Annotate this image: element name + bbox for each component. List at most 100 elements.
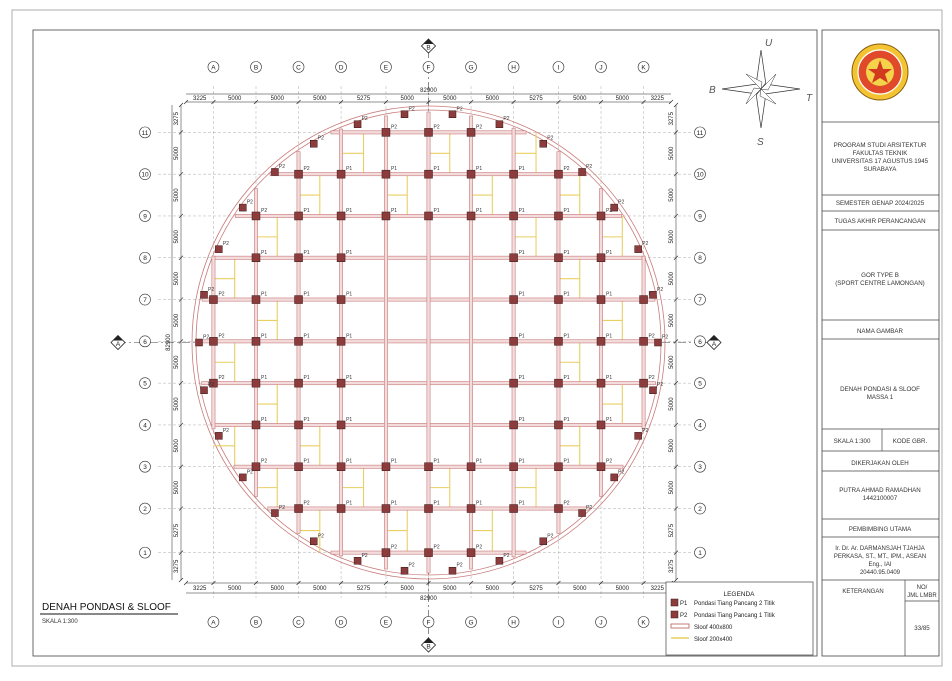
pile-cap-I5 [554,378,563,388]
bottom-dim-1: 5000 [228,586,242,592]
pile-label-rim-96: P2 [409,563,415,569]
pile-label-B9: P2 [261,208,267,214]
bottom-dim-7: 5000 [486,586,500,592]
bubble-top-H [507,61,520,73]
pile-cap-G3 [466,462,476,471]
pile-cap-E11 [381,128,391,137]
legend-sloof-secondary-label: Sloof 200x400 [694,637,733,643]
right-dim-9: 5000 [669,480,675,494]
pile-cap-H5 [509,378,518,388]
bubble-right-6-label: 6 [698,339,702,346]
tb-code-label: KODE GBR. [893,438,928,445]
right-dim-10: 5275 [669,523,675,537]
bubble-right-9 [694,210,706,222]
bubble-right-1 [694,546,706,559]
top-dim-2: 5000 [271,96,285,102]
bubble-left-7 [139,293,151,306]
tb-drawing-name-line2: MASSA 1 [867,394,894,401]
right-dim-tick-2 [673,171,679,177]
bubble-top-A [207,61,220,73]
pile-label-H5: P1 [519,375,525,381]
pile-cap-F10 [424,169,433,179]
bubble-bottom-A-label: A [211,619,216,626]
bottom-dim-tick-0 [183,580,189,586]
pile-cap-rim-144 [239,473,247,482]
pile-cap-H7 [509,295,518,304]
bottom-dim-8: 5275 [529,586,543,592]
title-block-frame [821,29,940,657]
pile-label-rim-72: P2 [503,553,509,559]
top-dim-1: 5000 [228,96,242,102]
title-block: PROGRAM STUDI ARSITEKTUR FAKULTAS TEKNIK… [821,29,940,657]
pile-cap-C3 [294,462,303,471]
pile-cap-C7 [294,295,303,304]
left-dim-tick-5 [178,297,184,302]
bubble-left-1 [139,546,151,559]
pile-cap-rim-108 [353,557,362,565]
section-marker-top-label: B [426,45,430,52]
pile-label-G9: P1 [476,208,482,214]
left-dim-3: 5000 [174,230,180,244]
pile-label-rim-348: P2 [657,287,663,293]
bubble-bottom-D [335,616,347,628]
pile-label-rim-24: P2 [642,428,648,434]
bubble-right-8 [694,251,706,264]
pile-label-B7: P1 [261,292,267,298]
bubble-bottom-F [422,616,435,628]
pile-cap-H6 [509,337,518,346]
tb-semester: SEMESTER GENAP 2024/2025 [836,200,925,207]
bubble-bottom-I-label: I [558,619,560,626]
top-dim-3: 5000 [313,96,327,102]
right-dim-3: 5000 [669,230,675,244]
pile-cap-rim-240 [310,139,318,148]
pile-label-G10: P1 [476,166,482,172]
pile-label-rim-156: P2 [223,428,229,434]
legend-sloof-main-symbol [670,623,690,629]
bubble-bottom-F-label: F [427,619,431,626]
pile-cap-rim-168 [200,386,208,394]
pile-label-rim-300: P2 [547,136,553,142]
bubble-bottom-B-label: B [254,619,258,626]
bottom-dim-tick-6 [426,580,431,586]
bubble-bottom-J [595,616,607,628]
tb-worked-by-label: DIKERJAKAN OLEH [851,460,908,467]
pile-cap-C4 [294,420,303,430]
right-dim-tick-9 [673,464,679,469]
pile-cap-J6 [596,337,606,346]
compass-sw [745,87,762,105]
right-dim-4: 5000 [669,271,675,285]
section-marker-right-arrow [709,335,719,341]
bubble-bottom-E [380,616,392,628]
pile-cap-rim-324 [610,203,618,212]
bubble-top-C [292,61,305,73]
right-dim-tick-5 [673,297,679,302]
pile-label-D2: P1 [346,501,352,507]
pile-cap-K6 [639,337,648,346]
legend-p2-code: P2 [680,613,688,619]
tb-student-id: 1442100007 [863,495,898,502]
bubble-bottom-J-label: J [599,619,602,626]
pile-cap-D2 [336,504,346,513]
bubble-top-K [637,61,650,73]
pile-label-B8: P1 [261,250,267,256]
pile-cap-D8 [336,253,346,263]
left-dim-tick-4 [178,255,184,260]
pile-cap-A6 [209,337,218,346]
pile-cap-I2 [554,504,563,513]
bottom-dim-tick-9 [556,580,561,586]
pile-label-B6: P1 [261,333,267,339]
pile-label-rim-108: P2 [362,553,368,559]
pile-cap-D10 [336,169,346,179]
pile-cap-J3 [596,462,606,471]
pile-cap-I8 [554,253,563,263]
pile-cap-F1 [424,548,433,557]
left-dim-6: 5000 [174,355,180,369]
pile-label-G2: P1 [476,501,482,507]
pile-label-rim-336: P2 [642,241,648,247]
pile-cap-B6 [251,337,261,346]
legend: LEGENDA P1 Pondasi Tiang Pancang 2 Titik… [665,581,814,656]
bubble-right-10-label: 10 [696,172,704,179]
pile-label-rim-312: P2 [586,164,592,170]
pile-cap-rim-336 [634,245,642,253]
pile-label-J9: P2 [606,208,612,214]
